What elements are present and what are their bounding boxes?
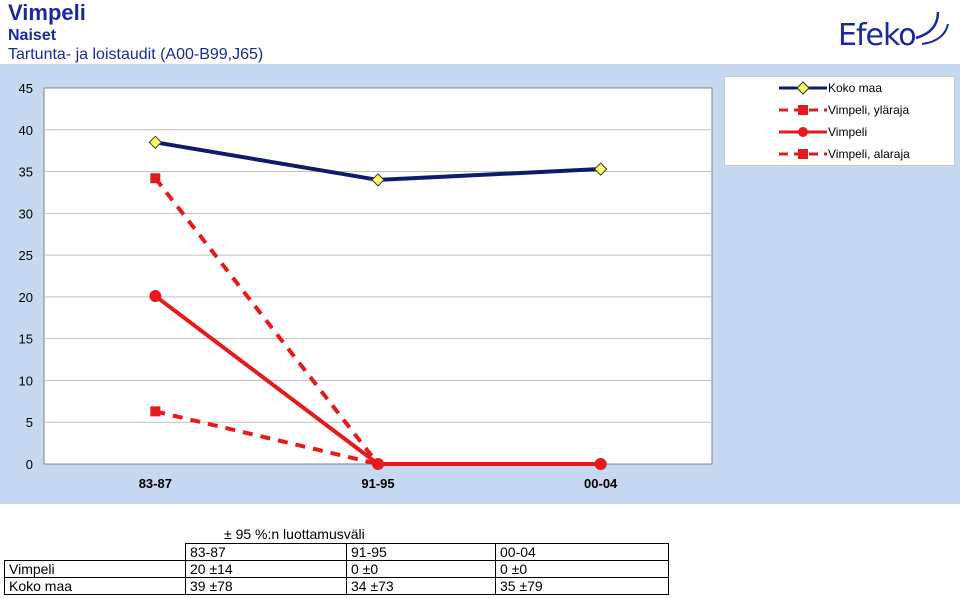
- y-tick-label: 45: [19, 81, 33, 96]
- table-cell: Vimpeli: [4, 560, 186, 578]
- x-axis: 83-87 91-95 00-04: [139, 476, 618, 491]
- chart-legend: Koko maa Vimpeli, yläraja Vimpeli Vimpel…: [724, 76, 955, 166]
- data-point-koko-maa: [148, 135, 163, 150]
- logo-text: Efeko: [838, 18, 917, 53]
- efeko-logo: Efeko: [838, 4, 953, 54]
- x-tick-label: 00-04: [584, 476, 618, 491]
- table-cell: 35 ±79: [495, 577, 669, 595]
- table-cell: 0 ±0: [346, 560, 496, 578]
- table-row: Koko maa 39 ±78 34 ±73 35 ±79: [4, 577, 669, 595]
- series-layer: [148, 135, 608, 470]
- y-tick-label: 20: [19, 290, 33, 305]
- legend-swatch-vimpeli: [779, 127, 827, 137]
- table-header-cell: 83-87: [185, 543, 347, 561]
- data-point-koko-maa: [593, 162, 608, 176]
- page-subtitle: Naiset: [8, 27, 57, 44]
- x-tick-label: 91-95: [361, 476, 394, 491]
- y-tick-label: 5: [26, 415, 33, 430]
- data-point-vimpeli: [372, 458, 384, 470]
- legend-swatch-vimpeli-alaraja: [779, 149, 827, 159]
- table-header-cell: [5, 544, 186, 561]
- confidence-interval-table: 83-87 91-95 00-04 Vimpeli 20 ±14 0 ±0 0 …: [4, 543, 669, 595]
- y-tick-label: 10: [19, 373, 33, 388]
- plot-frame: [43, 87, 713, 465]
- table-cell: 39 ±78: [185, 577, 347, 595]
- legend-item-vimpeli-ylaraja: Vimpeli, yläraja: [725, 100, 954, 120]
- legend-label: Koko maa: [828, 81, 883, 95]
- page-title: Vimpeli: [8, 0, 86, 25]
- table-cell: 20 ±14: [185, 560, 347, 578]
- table-row: Vimpeli 20 ±14 0 ±0 0 ±0: [4, 560, 669, 578]
- table-caption: ± 95 %:n luottamusväli: [224, 526, 365, 542]
- y-tick-label: 40: [19, 123, 33, 138]
- y-tick-label: 35: [19, 165, 33, 180]
- y-tick-label: 15: [19, 332, 33, 347]
- y-tick-label: 25: [19, 248, 33, 263]
- x-tick-label: 83-87: [139, 476, 172, 491]
- table-cell: Koko maa: [4, 577, 186, 595]
- legend-item-vimpeli: Vimpeli: [725, 122, 954, 142]
- legend-item-koko-maa: Koko maa: [725, 78, 954, 98]
- legend-swatch-koko-maa: [779, 81, 827, 95]
- series-line-vimpeli-alaraja: [154, 409, 379, 466]
- legend-label: Vimpeli, yläraja: [828, 103, 910, 117]
- legend-label: Vimpeli, alaraja: [828, 147, 910, 161]
- series-line-vimpeli-ylaraja: [153, 177, 380, 466]
- data-point-vimpeli: [594, 458, 607, 470]
- plot-area: [43, 87, 713, 465]
- disease-group-label: Tartunta- ja loistaudit (A00-B99,J65): [8, 46, 264, 63]
- data-point-vimpeli: [149, 290, 162, 303]
- table-cell: 34 ±73: [346, 577, 496, 595]
- logo-swoosh-icon: [915, 11, 949, 45]
- legend-label: Vimpeli: [828, 125, 868, 139]
- data-point-koko-maa: [371, 173, 385, 187]
- table-cell: 0 ±0: [495, 560, 669, 578]
- y-tick-label: 0: [26, 457, 33, 472]
- data-point-vimpeli-alaraja: [150, 406, 161, 417]
- data-point-vimpeli-ylaraja: [150, 173, 161, 184]
- legend-swatch-vimpeli-ylaraja: [779, 105, 827, 115]
- legend-item-vimpeli-alaraja: Vimpeli, alaraja: [725, 144, 954, 164]
- table-header-cell: 00-04: [495, 543, 669, 561]
- table-header-cell: 91-95: [346, 543, 496, 561]
- y-tick-label: 30: [19, 206, 33, 221]
- table-header-row: 83-87 91-95 00-04: [5, 543, 669, 561]
